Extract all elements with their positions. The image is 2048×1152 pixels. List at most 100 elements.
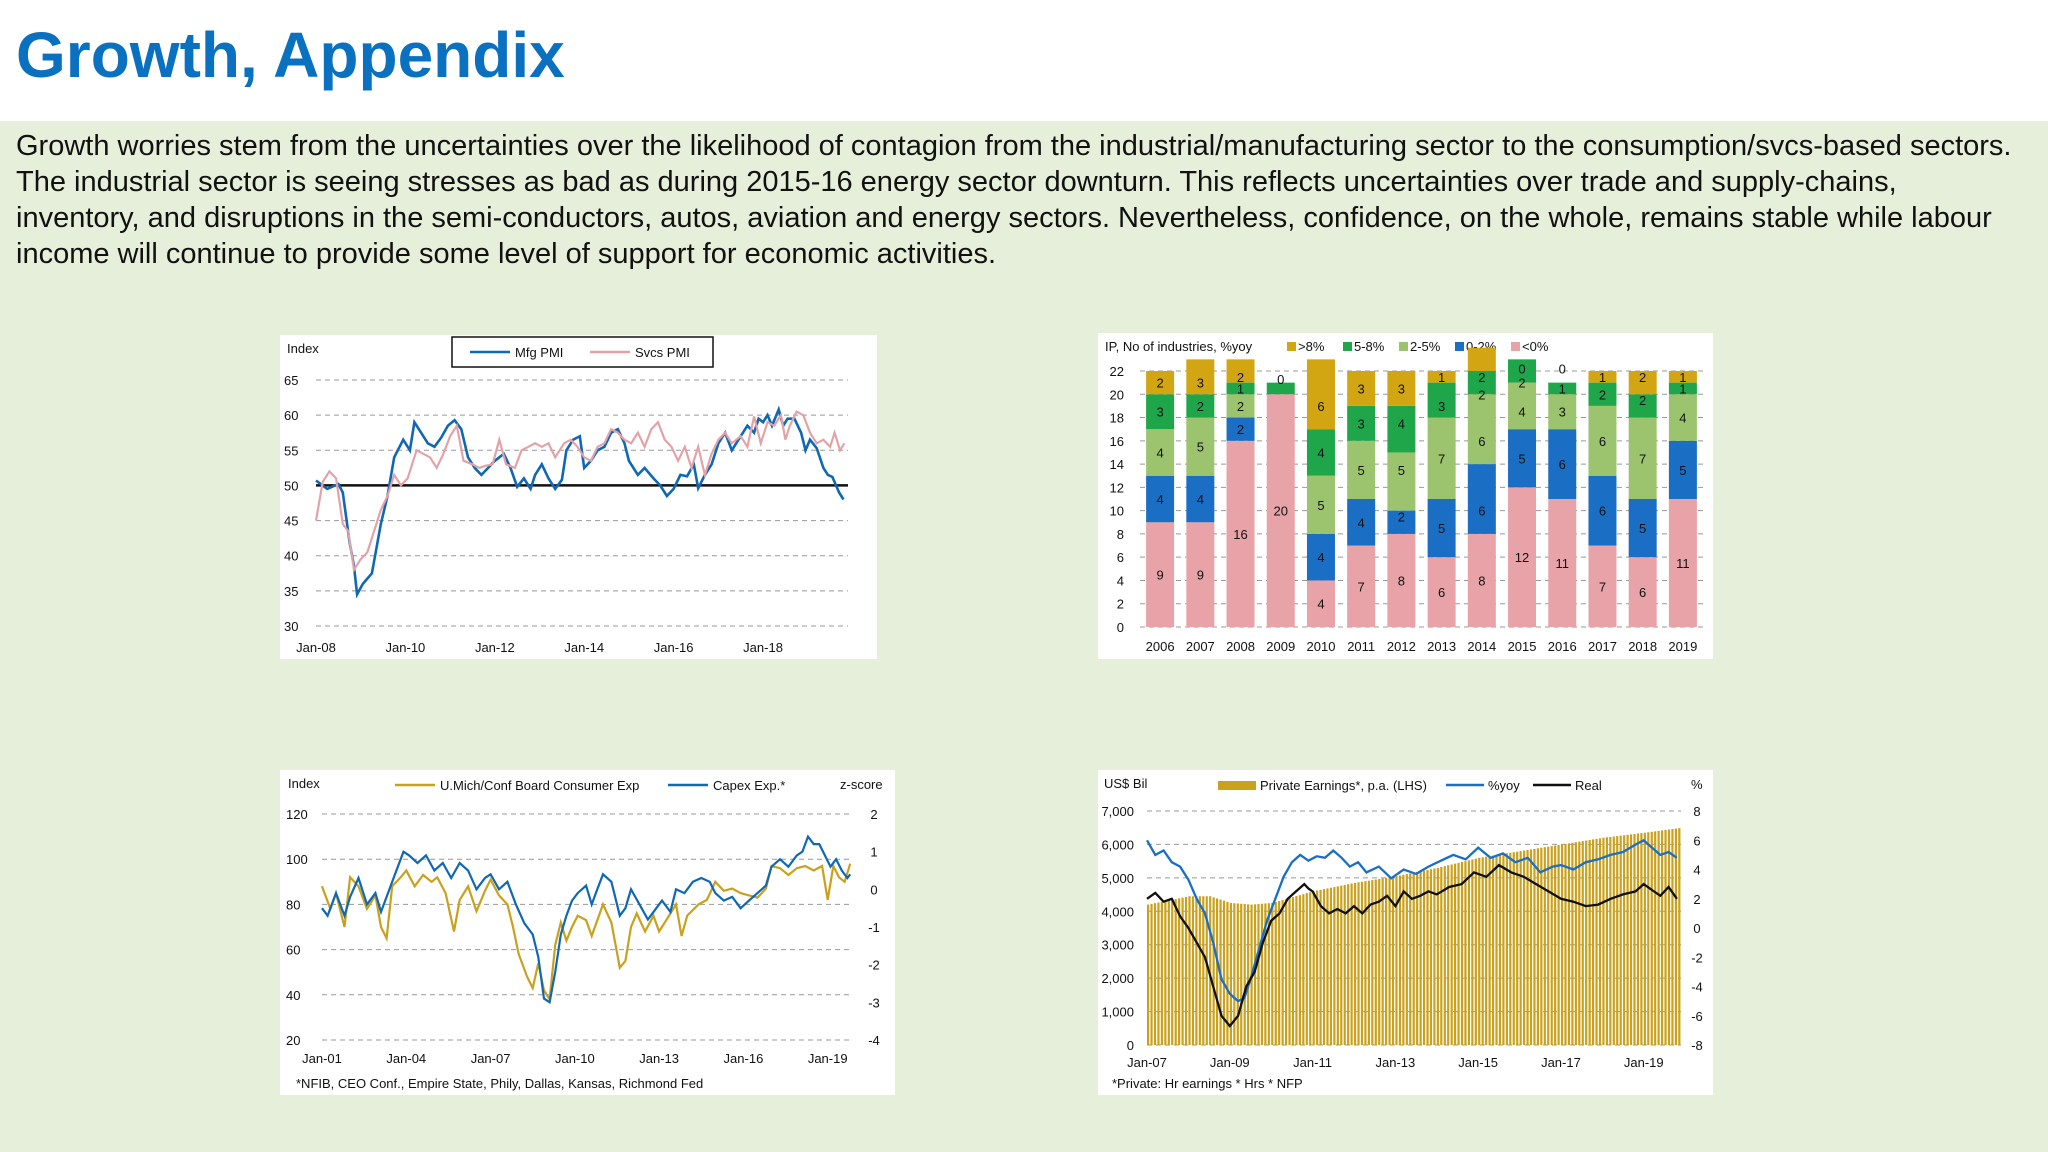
bar xyxy=(1495,855,1498,1045)
data-label: 16 xyxy=(1233,527,1247,542)
data-label: 9 xyxy=(1197,568,1204,583)
bar xyxy=(1347,884,1350,1045)
bar-segment xyxy=(1226,417,1255,441)
bar xyxy=(1160,901,1163,1045)
data-label: 3 xyxy=(1438,399,1445,414)
bar xyxy=(1405,874,1408,1045)
bar xyxy=(1647,832,1650,1045)
bar-segment xyxy=(1427,557,1456,627)
data-label: 3 xyxy=(1156,405,1163,420)
y2-tick-label: 2 xyxy=(870,807,877,822)
bar xyxy=(1319,889,1322,1045)
x-tick-label: 2019 xyxy=(1668,639,1697,654)
x-tick-label: Jan-17 xyxy=(1541,1055,1581,1070)
bar xyxy=(1664,829,1667,1045)
bar-segment xyxy=(1548,429,1577,499)
y2-tick-label: 2 xyxy=(1693,892,1700,907)
x-tick-label: Jan-15 xyxy=(1458,1055,1498,1070)
bar xyxy=(1360,881,1364,1045)
x-tick-label: 2013 xyxy=(1427,639,1456,654)
data-label: 0 xyxy=(1518,362,1525,377)
bar xyxy=(1629,834,1633,1045)
data-label: 7 xyxy=(1358,579,1365,594)
bar xyxy=(1167,900,1170,1045)
bar xyxy=(1333,887,1336,1045)
bar xyxy=(1485,856,1488,1045)
bar-segment xyxy=(1186,522,1215,627)
bar xyxy=(1298,895,1301,1045)
bar xyxy=(1274,901,1277,1045)
data-label: 4 xyxy=(1317,445,1324,460)
ip-chart: IP, No of industries, %yoy >8% 5-8% 2-5% 0-2… xyxy=(1105,339,1703,654)
bar xyxy=(1212,897,1215,1045)
bar-segment xyxy=(1508,382,1537,430)
bar-segment xyxy=(1588,545,1617,627)
x-tick-label: 2015 xyxy=(1508,639,1537,654)
bar xyxy=(1443,866,1446,1045)
legend-swatch xyxy=(1218,781,1256,790)
bar-segment xyxy=(1146,371,1175,395)
bar-segment xyxy=(1306,429,1335,476)
bar xyxy=(1395,876,1398,1045)
bar xyxy=(1195,896,1198,1045)
bar-segment xyxy=(1548,382,1577,395)
y-tick-label: 50 xyxy=(284,478,298,493)
bar xyxy=(1660,830,1664,1045)
bar xyxy=(1350,883,1353,1045)
x-tick-label: 2017 xyxy=(1588,639,1617,654)
y-tick-label: 4 xyxy=(1117,573,1124,588)
y2-tick-label: -1 xyxy=(868,920,880,935)
legend-swatch xyxy=(1455,342,1464,351)
bar xyxy=(1602,837,1605,1045)
y-tick-label: 22 xyxy=(1110,364,1124,379)
bar xyxy=(1478,857,1481,1045)
data-label: 6 xyxy=(1559,457,1566,472)
bar-segment xyxy=(1467,371,1496,395)
bar xyxy=(1264,903,1267,1045)
bar-segment xyxy=(1226,440,1255,627)
pmi-chart-panel: Index 30 35 40 45 50 55 60 65 Jan-08 Jan-10 Jan-12 J… xyxy=(280,335,877,659)
y-tick-label: 100 xyxy=(286,852,308,867)
bar xyxy=(1436,867,1439,1045)
bar xyxy=(1512,852,1515,1045)
y-tick-label: 120 xyxy=(286,807,308,822)
bar xyxy=(1188,896,1191,1045)
footnote: *NFIB, CEO Conf., Empire State, Phily, D… xyxy=(296,1076,703,1091)
bar-segment xyxy=(1588,382,1617,406)
bar xyxy=(1667,829,1671,1045)
bar xyxy=(1184,896,1188,1045)
bar xyxy=(1536,848,1540,1045)
y-tick-label: 20 xyxy=(286,1033,300,1048)
bar xyxy=(1460,861,1464,1045)
y2-tick-label: 0 xyxy=(1693,921,1700,936)
bar xyxy=(1467,860,1471,1045)
bar xyxy=(1312,891,1315,1045)
y-tick-label: 40 xyxy=(286,988,300,1003)
y2-tick-label: -2 xyxy=(868,958,880,973)
x-tick-label: Jan-07 xyxy=(1127,1055,1167,1070)
x-tick-label: Jan-07 xyxy=(471,1051,511,1066)
bar xyxy=(1564,843,1567,1045)
confidence-chart: Index z-score 20 40 60 80 100 120 -4 -3 -2 -1 0 1 2 Jan… xyxy=(286,776,883,1091)
bar-segment xyxy=(1347,440,1376,499)
bar xyxy=(1284,899,1288,1045)
data-label: 5 xyxy=(1317,498,1324,513)
y-tick-label: 10 xyxy=(1110,504,1124,519)
y-tick-label: 7,000 xyxy=(1101,804,1134,819)
bar-segment xyxy=(1427,382,1456,418)
bar xyxy=(1288,898,1291,1045)
data-label: 0 xyxy=(1559,362,1566,377)
data-label: 11 xyxy=(1676,556,1690,571)
bar xyxy=(1388,877,1391,1045)
bar xyxy=(1612,836,1615,1045)
bar xyxy=(1364,881,1367,1045)
bar xyxy=(1581,841,1584,1045)
data-label: 5 xyxy=(1358,463,1365,478)
series-line-consumer-exp xyxy=(320,862,852,1003)
bar xyxy=(1509,852,1512,1045)
bar-segment xyxy=(1226,394,1255,418)
y-tick-label: 40 xyxy=(284,549,298,564)
bar xyxy=(1215,898,1219,1045)
data-label: 0 xyxy=(1277,372,1284,387)
bar xyxy=(1226,901,1229,1045)
